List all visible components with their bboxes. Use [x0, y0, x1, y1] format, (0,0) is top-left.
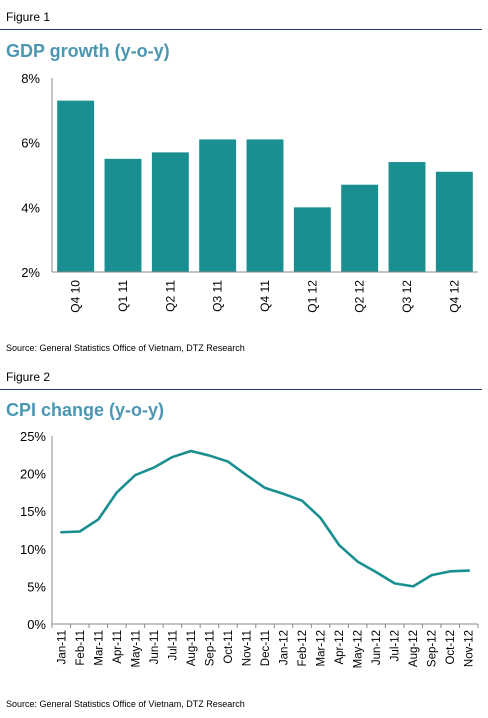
x-tick-label: Oct-11: [223, 630, 235, 664]
x-tick-label: Q1 11: [116, 280, 130, 312]
x-tick-label: Feb-12: [297, 630, 309, 666]
cpi-change-chart: 0% 5% 10% 15% 20% 25% Jan-11 Feb-11 Mar-11 Apr-11…: [20, 429, 479, 668]
y-tick-label: 4%: [21, 200, 40, 215]
x-tick-label: May-12: [353, 630, 365, 668]
x-tick-label: Sep-12: [427, 630, 439, 667]
gdp-bar: [341, 184, 379, 272]
gdp-bar: [104, 158, 142, 272]
x-tick-label: Apr-11: [112, 630, 124, 664]
gdp-growth-chart: 2% 4% 6% 8% Q4 10 Q1 11 Q2 11 Q3 11 Q4 11 Q1 12 Q2…: [21, 71, 478, 313]
x-tick-label: Q2 11: [163, 280, 177, 312]
gdp-bar: [151, 152, 189, 272]
x-tick-label: Jan-12: [279, 630, 291, 665]
y-tick-label: 8%: [21, 71, 40, 86]
gdp-chart-title: GDP growth (y-o-y): [6, 41, 170, 61]
y-tick-label: 20%: [20, 467, 46, 482]
x-tick-label: Aug-12: [408, 630, 420, 667]
x-tick-label: Nov-11: [241, 630, 253, 666]
x-tick-label: Feb-11: [75, 630, 87, 666]
x-tick-label: May-11: [130, 630, 142, 668]
figure-2-rule: [0, 389, 482, 390]
gdp-bar: [246, 139, 284, 272]
x-tick-label: Q4 11: [258, 280, 272, 312]
figure-1-source: Source: General Statistics Office of Vie…: [6, 343, 245, 353]
x-tick-label: Dec-11: [260, 630, 272, 666]
figure-1-label: Figure 1: [6, 10, 51, 24]
x-tick-label: Q4 10: [69, 280, 83, 313]
x-tick-label: Jul-12: [390, 630, 402, 661]
gdp-bar: [199, 139, 237, 272]
x-tick-label: Mar-12: [316, 630, 328, 666]
y-tick-label: 6%: [21, 136, 40, 151]
gdp-bar: [435, 171, 473, 272]
y-tick-label: 10%: [20, 542, 46, 557]
x-tick-label: Q2 12: [353, 280, 367, 313]
cpi-chart-title: CPI change (y-o-y): [6, 400, 165, 420]
x-tick-label: Nov-12: [464, 630, 476, 667]
x-tick-label: Sep-11: [204, 630, 216, 666]
x-tick-label: Apr-12: [334, 630, 346, 665]
x-tick-label: Jul-11: [167, 630, 179, 660]
x-tick-label: Jan-11: [56, 630, 68, 664]
gdp-bar: [293, 207, 331, 272]
gdp-bar: [57, 100, 95, 272]
x-tick-label: Oct-12: [445, 630, 457, 665]
y-tick-label: 15%: [20, 504, 46, 519]
gdp-bar: [388, 162, 426, 272]
figure-1-rule: [0, 29, 482, 30]
figure-2-label: Figure 2: [6, 370, 51, 384]
y-tick-label: 0%: [27, 617, 46, 632]
x-tick-label: Jun-12: [371, 630, 383, 665]
x-tick-label: Mar-11: [93, 630, 105, 666]
x-tick-label: Jun-11: [149, 630, 161, 664]
x-tick-label: Q3 12: [400, 280, 414, 313]
y-tick-label: 5%: [27, 579, 46, 594]
y-tick-label: 2%: [21, 265, 40, 280]
x-tick-label: Q4 12: [447, 280, 461, 313]
y-tick-label: 25%: [20, 429, 46, 444]
cpi-series-line: [59, 449, 471, 588]
x-tick-label: Q1 12: [305, 280, 319, 313]
figure-2-source: Source: General Statistics Office of Vie…: [6, 699, 245, 709]
x-tick-label: Aug-11: [186, 630, 198, 666]
x-tick-label: Q3 11: [211, 280, 225, 312]
